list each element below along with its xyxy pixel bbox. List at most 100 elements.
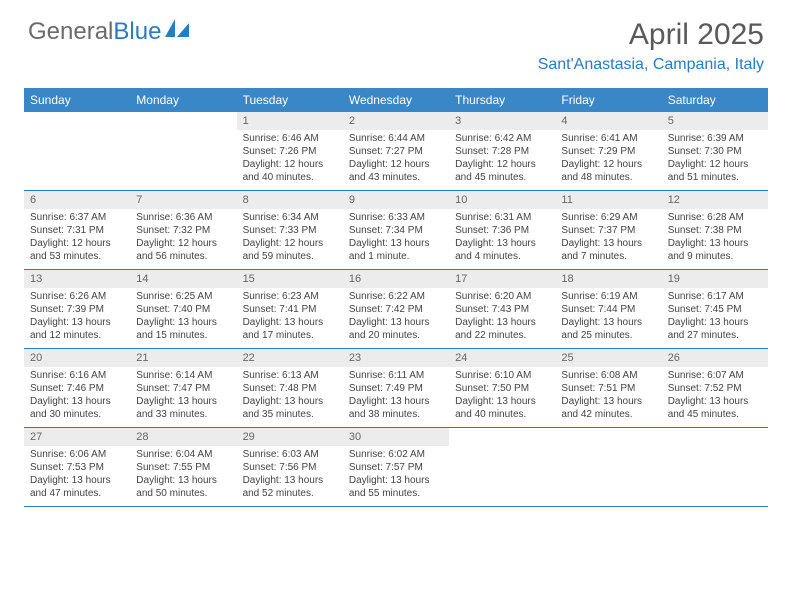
sunrise-text: Sunrise: 6:07 AM <box>668 369 762 382</box>
day-number: 22 <box>237 349 343 367</box>
daylight-text: Daylight: 13 hours and 55 minutes. <box>349 474 443 500</box>
day-body: Sunrise: 6:44 AMSunset: 7:27 PMDaylight:… <box>343 130 449 188</box>
day-body: Sunrise: 6:06 AMSunset: 7:53 PMDaylight:… <box>24 446 130 504</box>
day-header-thu: Thursday <box>449 88 555 112</box>
day-header-row: Sunday Monday Tuesday Wednesday Thursday… <box>24 88 768 112</box>
daylight-text: Daylight: 13 hours and 45 minutes. <box>668 395 762 421</box>
sunrise-text: Sunrise: 6:46 AM <box>243 132 337 145</box>
sunrise-text: Sunrise: 6:33 AM <box>349 211 443 224</box>
sunset-text: Sunset: 7:36 PM <box>455 224 549 237</box>
sunset-text: Sunset: 7:41 PM <box>243 303 337 316</box>
day-cell: 16Sunrise: 6:22 AMSunset: 7:42 PMDayligh… <box>343 270 449 348</box>
daylight-text: Daylight: 13 hours and 40 minutes. <box>455 395 549 421</box>
sunrise-text: Sunrise: 6:04 AM <box>136 448 230 461</box>
daylight-text: Daylight: 13 hours and 25 minutes. <box>561 316 655 342</box>
sunset-text: Sunset: 7:30 PM <box>668 145 762 158</box>
sunrise-text: Sunrise: 6:25 AM <box>136 290 230 303</box>
day-body: Sunrise: 6:11 AMSunset: 7:49 PMDaylight:… <box>343 367 449 425</box>
daylight-text: Daylight: 13 hours and 52 minutes. <box>243 474 337 500</box>
sunset-text: Sunset: 7:34 PM <box>349 224 443 237</box>
day-body: Sunrise: 6:31 AMSunset: 7:36 PMDaylight:… <box>449 209 555 267</box>
daylight-text: Daylight: 12 hours and 45 minutes. <box>455 158 549 184</box>
sunrise-text: Sunrise: 6:03 AM <box>243 448 337 461</box>
day-cell: 3 Sunrise: 6:42 AMSunset: 7:28 PMDaylight… <box>449 112 555 190</box>
week-row: 6Sunrise: 6:37 AMSunset: 7:31 PMDaylight… <box>24 191 768 270</box>
day-body: Sunrise: 6:29 AMSunset: 7:37 PMDaylight:… <box>555 209 661 267</box>
daylight-text: Daylight: 12 hours and 43 minutes. <box>349 158 443 184</box>
sunset-text: Sunset: 7:43 PM <box>455 303 549 316</box>
day-body: Sunrise: 6:37 AMSunset: 7:31 PMDaylight:… <box>24 209 130 267</box>
day-number: 10 <box>449 191 555 209</box>
day-cell: . <box>130 112 236 190</box>
day-body: Sunrise: 6:26 AMSunset: 7:39 PMDaylight:… <box>24 288 130 346</box>
daylight-text: Daylight: 13 hours and 47 minutes. <box>30 474 124 500</box>
sunset-text: Sunset: 7:26 PM <box>243 145 337 158</box>
sunrise-text: Sunrise: 6:02 AM <box>349 448 443 461</box>
day-number: 17 <box>449 270 555 288</box>
sunset-text: Sunset: 7:27 PM <box>349 145 443 158</box>
day-cell: 20Sunrise: 6:16 AMSunset: 7:46 PMDayligh… <box>24 349 130 427</box>
day-number: 16 <box>343 270 449 288</box>
sunset-text: Sunset: 7:52 PM <box>668 382 762 395</box>
day-cell: 26Sunrise: 6:07 AMSunset: 7:52 PMDayligh… <box>662 349 768 427</box>
day-number: 20 <box>24 349 130 367</box>
day-cell: 9Sunrise: 6:33 AMSunset: 7:34 PMDaylight… <box>343 191 449 269</box>
day-cell: 29Sunrise: 6:03 AMSunset: 7:56 PMDayligh… <box>237 428 343 506</box>
sunset-text: Sunset: 7:49 PM <box>349 382 443 395</box>
sunset-text: Sunset: 7:57 PM <box>349 461 443 474</box>
day-number: 6 <box>24 191 130 209</box>
sunset-text: Sunset: 7:50 PM <box>455 382 549 395</box>
day-cell: 4Sunrise: 6:41 AMSunset: 7:29 PMDaylight… <box>555 112 661 190</box>
sunset-text: Sunset: 7:37 PM <box>561 224 655 237</box>
daylight-text: Daylight: 12 hours and 48 minutes. <box>561 158 655 184</box>
day-cell: 24Sunrise: 6:10 AMSunset: 7:50 PMDayligh… <box>449 349 555 427</box>
day-cell: . <box>24 112 130 190</box>
sunrise-text: Sunrise: 6:06 AM <box>30 448 124 461</box>
daylight-text: Daylight: 12 hours and 59 minutes. <box>243 237 337 263</box>
day-cell: 8Sunrise: 6:34 AMSunset: 7:33 PMDaylight… <box>237 191 343 269</box>
day-number: 13 <box>24 270 130 288</box>
sunrise-text: Sunrise: 6:10 AM <box>455 369 549 382</box>
day-header-fri: Friday <box>555 88 661 112</box>
day-cell: . <box>555 428 661 506</box>
day-body: Sunrise: 6:46 AMSunset: 7:26 PMDaylight:… <box>237 130 343 188</box>
day-body: Sunrise: 6:07 AMSunset: 7:52 PMDaylight:… <box>662 367 768 425</box>
day-cell: 23Sunrise: 6:11 AMSunset: 7:49 PMDayligh… <box>343 349 449 427</box>
day-body: Sunrise: 6:13 AMSunset: 7:48 PMDaylight:… <box>237 367 343 425</box>
day-number: 12 <box>662 191 768 209</box>
day-body: Sunrise: 6:03 AMSunset: 7:56 PMDaylight:… <box>237 446 343 504</box>
sunrise-text: Sunrise: 6:11 AM <box>349 369 443 382</box>
day-cell: 21Sunrise: 6:14 AMSunset: 7:47 PMDayligh… <box>130 349 236 427</box>
sunrise-text: Sunrise: 6:22 AM <box>349 290 443 303</box>
weeks-container: ..1Sunrise: 6:46 AMSunset: 7:26 PMDaylig… <box>24 112 768 507</box>
daylight-text: Daylight: 13 hours and 22 minutes. <box>455 316 549 342</box>
day-body: Sunrise: 6:16 AMSunset: 7:46 PMDaylight:… <box>24 367 130 425</box>
day-number: 2 <box>343 112 449 130</box>
sunrise-text: Sunrise: 6:44 AM <box>349 132 443 145</box>
day-number: 5 <box>662 112 768 130</box>
daylight-text: Daylight: 12 hours and 53 minutes. <box>30 237 124 263</box>
daylight-text: Daylight: 13 hours and 20 minutes. <box>349 316 443 342</box>
sunset-text: Sunset: 7:39 PM <box>30 303 124 316</box>
day-cell: 14Sunrise: 6:25 AMSunset: 7:40 PMDayligh… <box>130 270 236 348</box>
daylight-text: Daylight: 13 hours and 42 minutes. <box>561 395 655 421</box>
day-number: 15 <box>237 270 343 288</box>
sunset-text: Sunset: 7:28 PM <box>455 145 549 158</box>
day-cell: 1Sunrise: 6:46 AMSunset: 7:26 PMDaylight… <box>237 112 343 190</box>
day-body: Sunrise: 6:41 AMSunset: 7:29 PMDaylight:… <box>555 130 661 188</box>
day-cell: 11Sunrise: 6:29 AMSunset: 7:37 PMDayligh… <box>555 191 661 269</box>
day-number: 25 <box>555 349 661 367</box>
day-body: Sunrise: 6:08 AMSunset: 7:51 PMDaylight:… <box>555 367 661 425</box>
sunrise-text: Sunrise: 6:36 AM <box>136 211 230 224</box>
day-body: Sunrise: 6:36 AMSunset: 7:32 PMDaylight:… <box>130 209 236 267</box>
sunset-text: Sunset: 7:45 PM <box>668 303 762 316</box>
day-number: 11 <box>555 191 661 209</box>
sunrise-text: Sunrise: 6:42 AM <box>455 132 549 145</box>
daylight-text: Daylight: 13 hours and 35 minutes. <box>243 395 337 421</box>
day-body: Sunrise: 6:19 AMSunset: 7:44 PMDaylight:… <box>555 288 661 346</box>
day-body: Sunrise: 6:02 AMSunset: 7:57 PMDaylight:… <box>343 446 449 504</box>
day-number: 9 <box>343 191 449 209</box>
day-cell: 19Sunrise: 6:17 AMSunset: 7:45 PMDayligh… <box>662 270 768 348</box>
day-cell: 25Sunrise: 6:08 AMSunset: 7:51 PMDayligh… <box>555 349 661 427</box>
day-number: 3 <box>449 112 555 130</box>
